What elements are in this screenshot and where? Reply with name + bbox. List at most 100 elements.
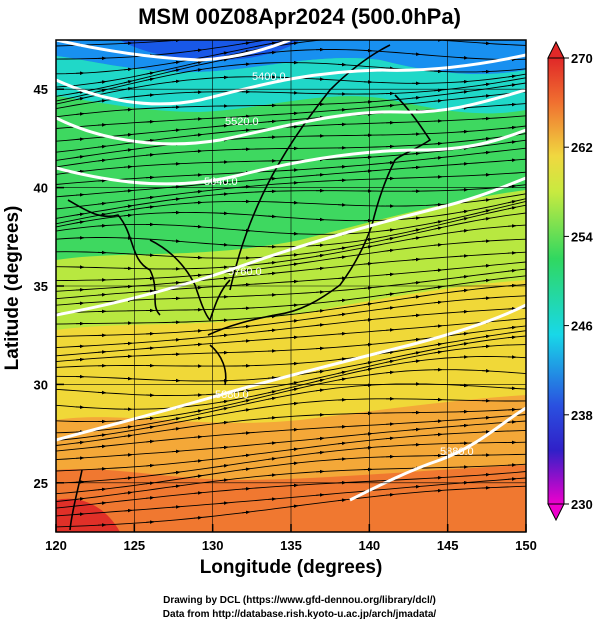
wind-arrow — [267, 390, 277, 394]
wind-arrow — [219, 399, 229, 404]
wind-arrow — [338, 27, 346, 28]
wind-arrow — [507, 74, 517, 79]
wind-arrow — [193, 224, 203, 229]
wind-arrow — [433, 342, 443, 347]
contour-5880-b — [349, 406, 526, 502]
y-tick-label: 30 — [34, 377, 48, 392]
wind-arrow — [267, 376, 277, 380]
wind-arrow — [507, 420, 517, 424]
wind-arrow — [507, 477, 517, 481]
wind-arrow — [97, 158, 107, 163]
colorbar-tick-label: 238 — [571, 408, 593, 423]
wind-arrow — [193, 459, 203, 463]
wind-arrow — [219, 478, 229, 482]
wind-arrow — [241, 399, 251, 403]
wind-arrow — [123, 476, 133, 480]
wind-arrow — [385, 436, 395, 441]
colorbar-tick-label: 270 — [571, 51, 593, 66]
wind-arrow — [507, 325, 517, 330]
wind-arrow — [241, 324, 251, 329]
wind-arrow — [337, 312, 347, 317]
wind-arrow — [97, 501, 107, 505]
wind-arrow — [433, 243, 443, 247]
wind-arrow — [481, 82, 491, 87]
wind-arrow — [289, 483, 299, 488]
wind-arrow — [97, 144, 107, 149]
wind-arrow — [385, 350, 395, 355]
wind-arrow — [145, 520, 155, 524]
wind-arrow — [289, 461, 299, 466]
wind-arrow — [289, 253, 299, 257]
colorbar-tick-label: 262 — [571, 140, 593, 155]
wind-arrow — [433, 324, 443, 328]
wind-arrow — [363, 367, 373, 372]
wind-arrow — [433, 268, 443, 273]
wind-arrow — [241, 41, 251, 45]
wind-arrow — [337, 246, 347, 250]
wind-arrow — [171, 470, 181, 475]
wind-arrow — [241, 389, 251, 393]
wind-arrow — [289, 111, 299, 116]
wind-arrow — [385, 292, 395, 296]
wind-arrow — [289, 262, 299, 267]
wind-arrow — [123, 148, 133, 152]
wind-arrow — [123, 434, 133, 438]
wind-arrow — [411, 165, 421, 170]
wind-arrow — [412, 13, 420, 14]
wind-arrow — [97, 292, 107, 297]
wind-arrow — [267, 457, 277, 461]
wind-arrow — [75, 212, 85, 217]
wind-arrow — [171, 338, 181, 342]
taiwan-coast — [69, 469, 83, 531]
wind-arrow — [171, 185, 181, 189]
wind-arrow — [315, 436, 325, 441]
wind-arrow — [290, 34, 298, 35]
wind-arrow — [289, 381, 299, 385]
wind-arrow — [337, 370, 347, 375]
wind-arrow — [507, 158, 517, 163]
x-tick-label: 150 — [515, 538, 537, 553]
wind-arrow — [411, 151, 421, 156]
credit-drawing: Drawing by DCL (https://www.gfd-dennou.o… — [163, 595, 436, 606]
wind-arrow — [145, 425, 155, 430]
wind-arrow — [364, 19, 372, 20]
wind-arrow — [337, 164, 347, 169]
wind-arrow — [507, 102, 517, 107]
wind-arrow — [481, 344, 491, 349]
wind-arrow — [268, 31, 276, 32]
wind-arrow — [433, 300, 443, 305]
wind-arrow — [241, 487, 251, 491]
wind-arrow — [289, 361, 299, 366]
wind-arrow — [219, 58, 229, 62]
wind-arrow — [459, 90, 469, 94]
wind-arrow — [315, 346, 325, 351]
wind-arrow — [219, 242, 229, 247]
wind-arrow — [193, 329, 203, 333]
wind-arrow — [363, 286, 373, 290]
wind-arrow — [171, 60, 181, 65]
wind-arrow — [171, 505, 181, 509]
contour-5880-a — [56, 303, 526, 442]
wind-arrow — [385, 236, 395, 241]
wind-arrow — [97, 178, 107, 183]
wind-arrow — [145, 289, 155, 293]
colorbar-top-triangle — [547, 40, 565, 59]
wind-arrow — [219, 192, 229, 196]
wind-arrow — [289, 303, 299, 307]
wind-arrow — [97, 487, 107, 492]
wind-arrow — [385, 66, 395, 71]
wind-arrow — [145, 496, 155, 500]
wind-arrow — [385, 328, 395, 332]
wind-arrow — [315, 290, 325, 294]
wind-arrow — [411, 257, 421, 262]
wind-arrow — [315, 378, 325, 383]
colorbar: 230 238 246 254 262 270 — [547, 40, 593, 522]
wind-arrow — [411, 280, 421, 285]
coastlines — [67, 44, 432, 531]
wind-arrow — [219, 265, 229, 270]
wind-arrow — [123, 508, 133, 513]
wind-arrow — [193, 189, 203, 194]
colorbar-tick-label: 246 — [571, 319, 593, 334]
wind-arrow — [75, 301, 85, 306]
